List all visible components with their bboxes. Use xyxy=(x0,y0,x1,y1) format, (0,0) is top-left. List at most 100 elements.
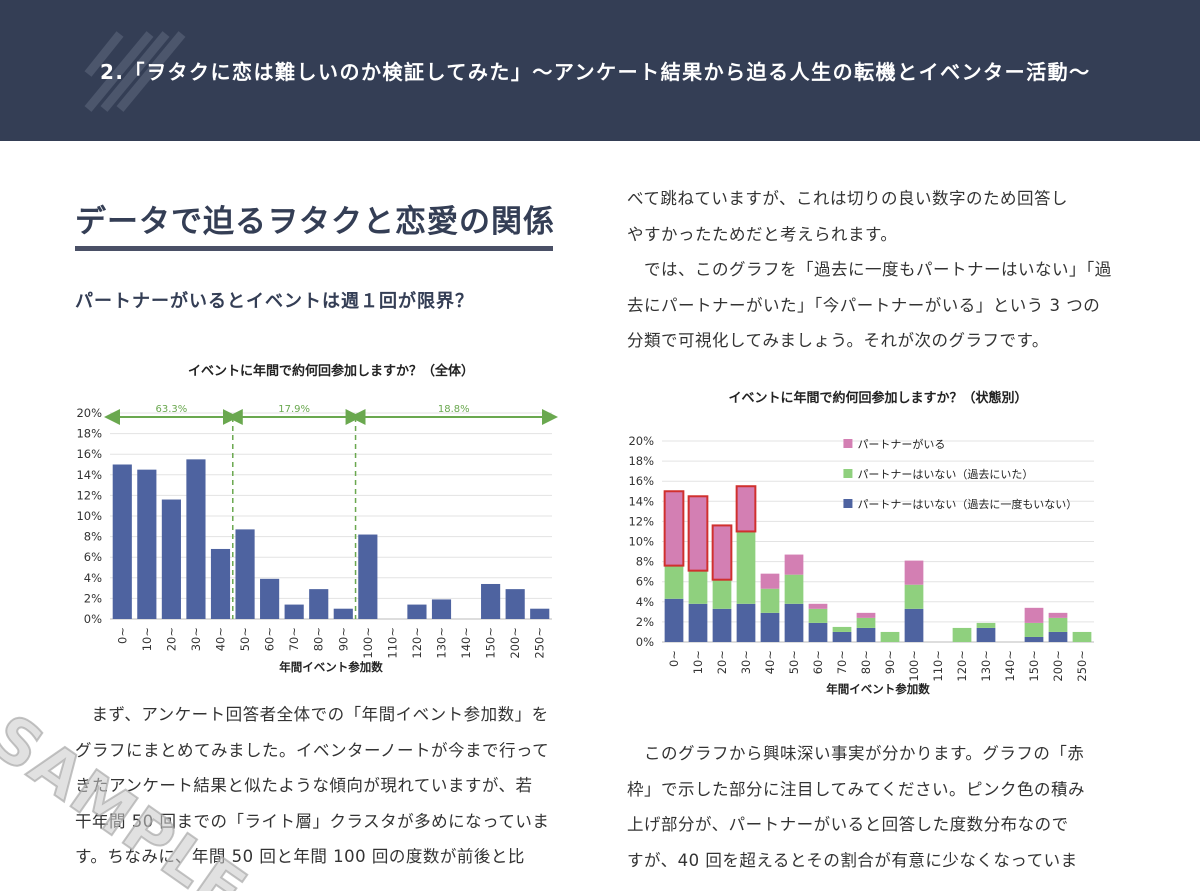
paragraph-line: す。ちなみに、年間 50 回と年間 100 回の度数が前後と比 xyxy=(75,847,525,867)
y-tick-label: 14% xyxy=(76,468,102,482)
bar xyxy=(112,464,132,619)
x-tick-label: 20~ xyxy=(715,650,729,674)
bar xyxy=(137,469,157,619)
bar-segment xyxy=(808,622,828,642)
y-tick-label: 18% xyxy=(628,454,654,468)
paragraph-line: 上げ部分が、パートナーがいると回答した度数分布なので xyxy=(627,815,1069,835)
bar-segment xyxy=(1048,631,1068,642)
bar-segment xyxy=(952,627,972,642)
chart-title: イベントに年間で約何回参加しますか？（状態別） xyxy=(728,390,1027,406)
y-tick-label: 16% xyxy=(76,447,102,461)
bar-segment xyxy=(688,496,708,571)
page-title: 2.「ヲタクに恋は難しいのか検証してみた」〜アンケート結果から迫る人生の転機とイ… xyxy=(100,60,1091,84)
y-tick-label: 2% xyxy=(84,591,102,605)
y-tick-label: 4% xyxy=(84,571,102,585)
bar-segment xyxy=(664,491,684,566)
y-tick-label: 20% xyxy=(76,406,102,420)
bar-segment xyxy=(664,598,684,642)
legend-swatch xyxy=(843,439,853,448)
bar-segment xyxy=(880,631,900,642)
bar xyxy=(358,534,378,619)
y-tick-label: 18% xyxy=(76,427,102,441)
bar xyxy=(260,578,280,619)
legend-label: パートナーはいない（過去に一度もいない） xyxy=(857,497,1077,511)
x-tick-label: 60~ xyxy=(263,627,277,651)
bar-segment xyxy=(976,622,996,628)
legend-label: パートナーはいない（過去にいた） xyxy=(857,468,1033,481)
paragraph-line: 分類で可視化してみましょう。それが次のグラフです。 xyxy=(627,331,1049,351)
x-tick-label: 110~ xyxy=(385,627,399,659)
y-tick-label: 6% xyxy=(636,575,654,589)
x-tick-label: 10~ xyxy=(140,627,154,651)
chart-overall: イベントに年間で約何回参加しますか？（全体） 0% 2% 4% 6% 8% 10% 12% 14… xyxy=(76,363,558,674)
left-paragraph: まず、アンケート回答者全体での「年間イベント参加数」を グラフにまとめてみました… xyxy=(75,697,555,875)
y-tick-label: 8% xyxy=(636,555,654,569)
y-tick-label: 6% xyxy=(84,550,102,564)
range-label: 18.8% xyxy=(438,404,470,415)
bar-segment xyxy=(784,603,804,642)
right-paragraph-top: べて跳ねていますが、これは切りの良い数字のため回答し やすかったためだと考えられ… xyxy=(627,181,1117,359)
bar-segment xyxy=(712,608,732,642)
highlight-frame xyxy=(711,524,733,581)
bar xyxy=(505,589,525,619)
bar xyxy=(407,604,427,619)
bar-segment xyxy=(760,588,780,613)
x-tick-label: 80~ xyxy=(859,650,873,674)
bar-segment xyxy=(856,617,876,628)
bar-segment xyxy=(712,579,732,609)
bar-segment xyxy=(1048,617,1068,632)
bar-segment xyxy=(1048,612,1068,618)
bar-segment xyxy=(832,631,852,642)
bar-segment xyxy=(760,612,780,642)
bar-segment xyxy=(664,565,684,599)
bar xyxy=(186,459,206,619)
x-tick-label: 120~ xyxy=(955,650,969,682)
bar-segment xyxy=(1024,607,1044,623)
y-tick-label: 10% xyxy=(76,509,102,523)
paragraph-line: やすかったためだと考えられます。 xyxy=(627,224,898,244)
bar xyxy=(161,499,181,619)
bar-segment xyxy=(904,584,924,609)
x-tick-label: 50~ xyxy=(238,627,252,651)
bar-segment xyxy=(688,603,708,642)
paragraph-line: まず、アンケート回答者全体での「年間イベント参加数」を xyxy=(91,705,549,724)
section-divider xyxy=(75,246,553,251)
chart-title: イベントに年間で約何回参加しますか？（全体） xyxy=(188,363,474,379)
x-tick-label: 80~ xyxy=(312,627,326,651)
x-tick-label: 150~ xyxy=(484,627,498,659)
bar-segment xyxy=(736,603,756,642)
x-tick-label: 90~ xyxy=(336,627,350,651)
bar xyxy=(481,583,501,619)
bar-segment xyxy=(808,608,828,623)
bar-segment xyxy=(904,560,924,585)
bar-segment xyxy=(784,554,804,575)
x-tick-label: 50~ xyxy=(787,650,801,674)
y-tick-label: 14% xyxy=(628,494,654,508)
chart-by-status: イベントに年間で約何回参加しますか？（状態別） 0% 2% 4% 6% 8% 10% 12% 1… xyxy=(628,390,1094,696)
x-tick-label: 110~ xyxy=(931,650,945,682)
page-header: 2.「ヲタクに恋は難しいのか検証してみた」〜アンケート結果から迫る人生の転機とイ… xyxy=(0,0,1200,141)
paragraph-line: 枠」で示した部分に注目してみてください。ピンク色の積み xyxy=(627,779,1086,799)
x-tick-label: 30~ xyxy=(189,627,203,651)
y-tick-label: 20% xyxy=(628,434,654,448)
x-tick-label: 70~ xyxy=(835,650,849,674)
y-tick-label: 0% xyxy=(84,612,102,626)
bar-segment xyxy=(808,603,828,609)
bar-segment xyxy=(856,627,876,642)
paragraph-line: このグラフから興味深い事実が分かります。グラフの「赤 xyxy=(627,744,1085,763)
x-tick-label: 200~ xyxy=(508,627,522,659)
x-tick-label: 20~ xyxy=(164,627,178,651)
y-tick-label: 4% xyxy=(636,595,654,609)
x-axis-label: 年間イベント参加数 xyxy=(826,682,930,696)
bar-segment xyxy=(760,573,780,589)
paragraph-line: グラフにまとめてみました。イベンターノートが今まで行って xyxy=(75,740,550,760)
bar-segment xyxy=(712,525,732,580)
paragraph-line: きたアンケート結果と似たような傾向が現れていますが、若 xyxy=(75,776,533,796)
range-label: 17.9% xyxy=(278,404,310,415)
highlight-frame xyxy=(735,485,757,533)
x-axis-label: 年間イベント参加数 xyxy=(279,660,383,674)
x-tick-label: 200~ xyxy=(1051,650,1065,682)
bar-segment xyxy=(784,574,804,604)
x-tick-label: 0~ xyxy=(667,650,681,667)
x-tick-label: 150~ xyxy=(1027,650,1041,682)
